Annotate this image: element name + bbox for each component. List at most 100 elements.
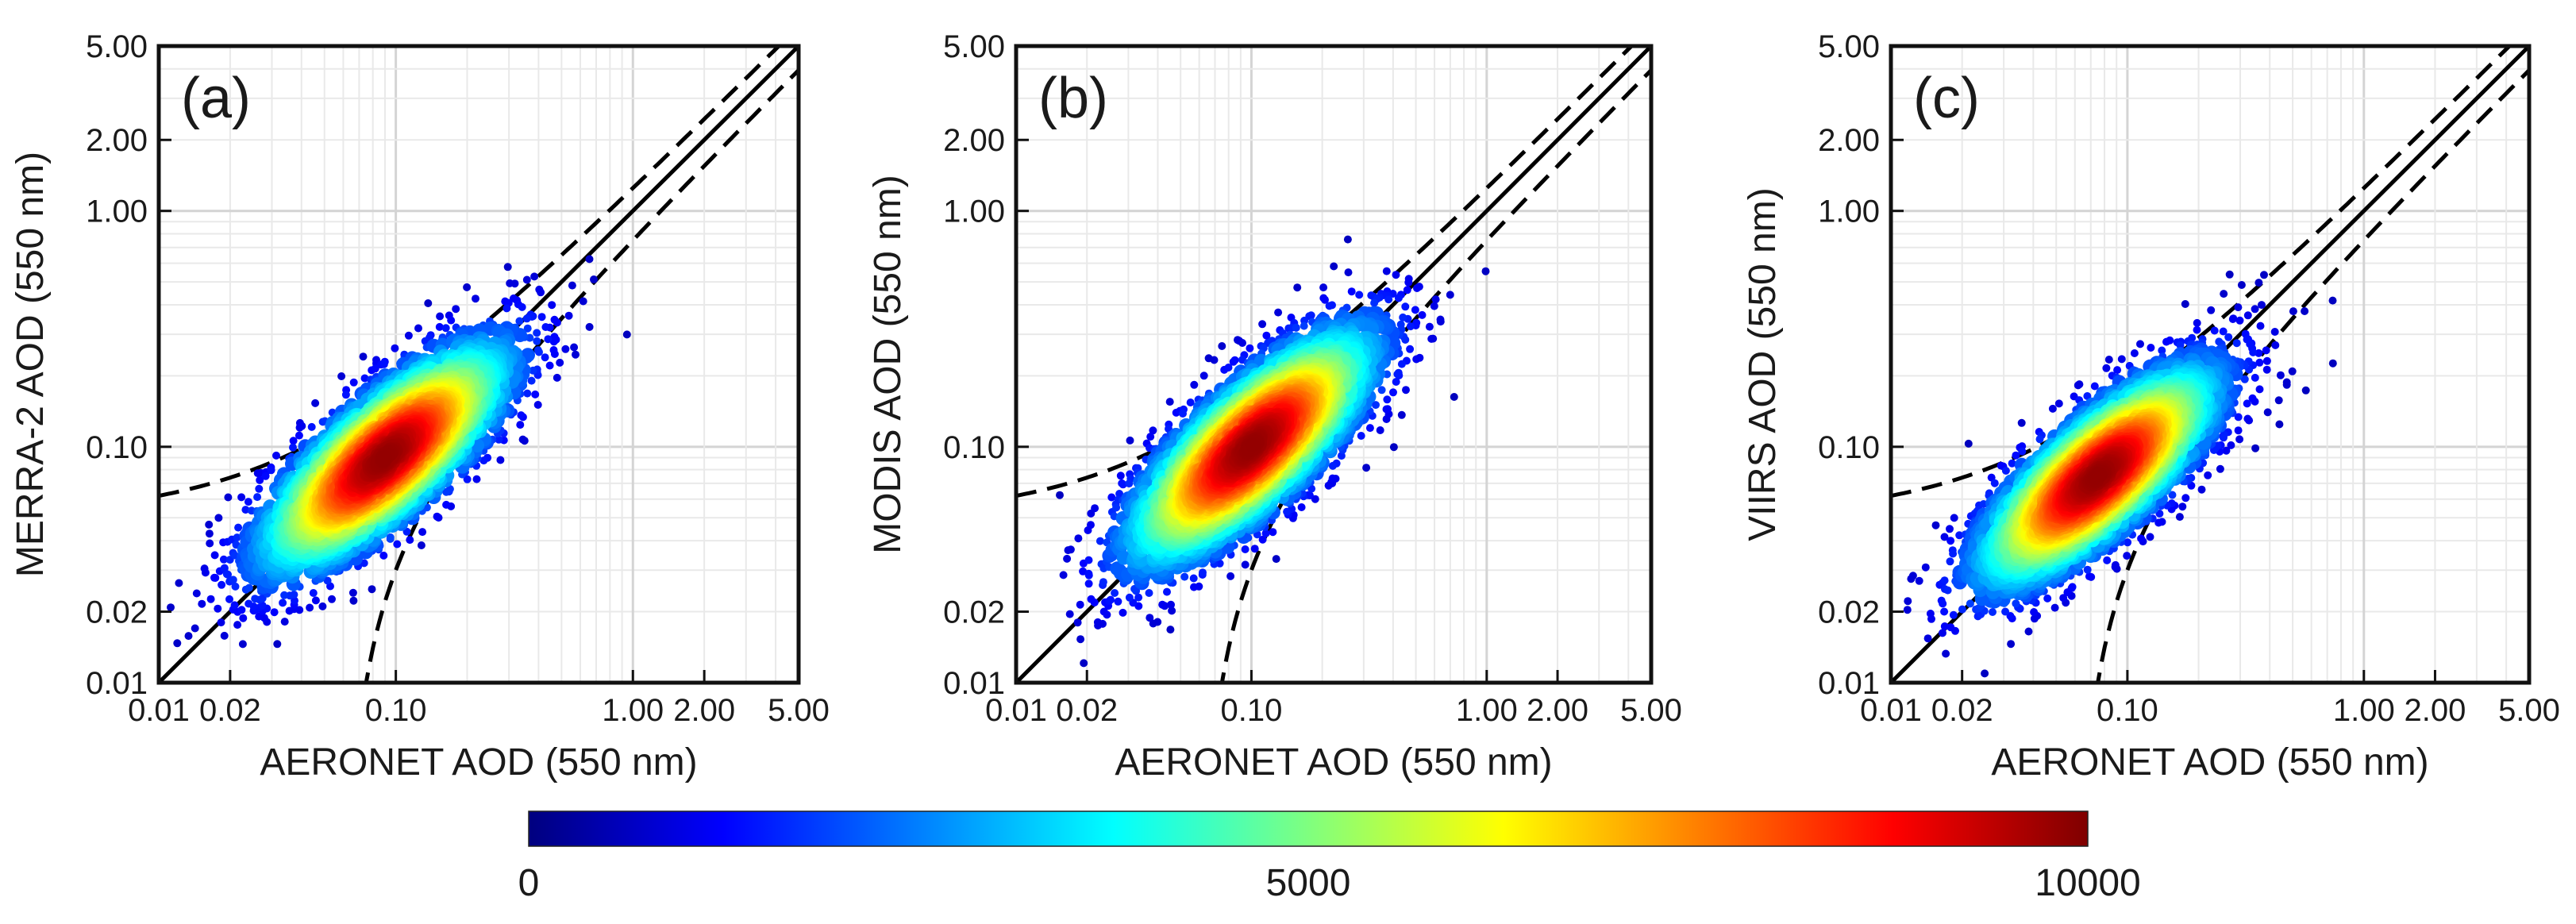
data-point — [1199, 568, 1207, 577]
y-tick-label: 0.02 — [86, 595, 148, 630]
data-point — [1114, 597, 1122, 606]
data-point — [472, 475, 481, 483]
data-point — [585, 255, 594, 264]
data-point — [323, 576, 332, 585]
data-point — [442, 487, 451, 496]
data-point — [1300, 321, 1308, 330]
data-point — [298, 422, 306, 430]
data-point — [1389, 388, 1397, 397]
data-point — [1404, 278, 1413, 287]
data-point — [1274, 308, 1283, 317]
data-point — [1392, 378, 1400, 386]
data-point — [1406, 322, 1415, 331]
data-point — [1146, 433, 1155, 441]
data-point — [1403, 286, 1411, 295]
data-point — [406, 536, 414, 545]
data-point — [225, 595, 233, 603]
data-point — [244, 498, 252, 506]
data-point — [306, 603, 314, 612]
data-point — [418, 528, 427, 537]
data-point — [1134, 593, 1143, 602]
data-point — [527, 376, 536, 385]
x-axis-title: AERONET AOD (550 nm) — [260, 741, 697, 783]
data-point — [1241, 560, 1249, 569]
data-point — [1250, 545, 1259, 553]
data-point — [237, 606, 246, 614]
data-point — [1427, 334, 1436, 343]
data-point — [533, 329, 541, 337]
data-point — [510, 279, 519, 288]
y-tick-label: 0.01 — [86, 666, 148, 701]
data-point — [1406, 345, 1415, 353]
data-point — [1397, 410, 1406, 419]
data-point — [289, 443, 297, 452]
data-point — [211, 574, 220, 582]
x-tick-label: 0.02 — [199, 693, 261, 728]
data-point — [201, 568, 210, 577]
data-point — [1125, 593, 1134, 602]
data-point — [1119, 480, 1127, 489]
data-point — [1330, 262, 1338, 271]
data-point — [280, 591, 289, 599]
data-point — [386, 533, 395, 541]
data-point — [241, 506, 250, 514]
data-point — [1446, 291, 1454, 299]
data-point — [1163, 587, 1171, 596]
data-point — [191, 624, 199, 633]
data-point — [238, 640, 247, 649]
data-point — [1056, 491, 1064, 499]
data-point — [289, 437, 298, 445]
data-point — [1115, 490, 1124, 498]
data-point — [311, 596, 320, 605]
data-point — [393, 540, 402, 549]
data-point — [433, 512, 441, 521]
x-tick-label: 5.00 — [768, 693, 830, 728]
data-point — [184, 632, 193, 641]
data-point — [391, 344, 399, 352]
data-point — [570, 343, 579, 352]
data-point — [553, 373, 561, 382]
data-point — [1084, 556, 1093, 564]
data-point — [267, 466, 275, 475]
data-point — [495, 435, 503, 444]
data-point — [1411, 306, 1419, 314]
data-point — [541, 353, 549, 362]
data-point — [1357, 432, 1365, 440]
data-point — [1450, 393, 1458, 401]
data-point — [1087, 595, 1095, 603]
data-point — [233, 621, 242, 629]
data-point — [1210, 356, 1219, 364]
data-point — [251, 595, 260, 603]
data-point — [548, 301, 556, 310]
data-point — [1328, 461, 1337, 470]
data-point — [1394, 294, 1403, 302]
data-point — [1372, 401, 1380, 410]
data-point — [417, 541, 425, 549]
data-point — [341, 391, 350, 399]
data-point — [1399, 313, 1407, 321]
data-point — [1165, 398, 1174, 406]
data-point — [541, 323, 550, 331]
data-point — [318, 602, 327, 610]
data-point — [549, 346, 558, 354]
data-point — [1059, 571, 1068, 579]
y-tick-label: 0.10 — [86, 430, 148, 465]
data-point — [1258, 320, 1267, 329]
data-point — [1436, 315, 1445, 324]
data-point — [579, 297, 587, 306]
data-point — [1226, 572, 1235, 580]
data-point — [1167, 600, 1175, 609]
data-point — [1112, 503, 1121, 512]
data-point — [206, 595, 215, 603]
data-point — [1481, 267, 1490, 275]
data-point — [307, 422, 316, 431]
data-point — [1107, 493, 1116, 502]
data-point — [217, 618, 225, 627]
data-point — [337, 372, 346, 380]
x-tick-label: 0.01 — [128, 693, 190, 728]
data-point — [1328, 301, 1336, 310]
data-point — [516, 421, 525, 429]
data-point — [517, 411, 526, 420]
data-point — [291, 596, 298, 605]
data-point — [368, 585, 376, 594]
